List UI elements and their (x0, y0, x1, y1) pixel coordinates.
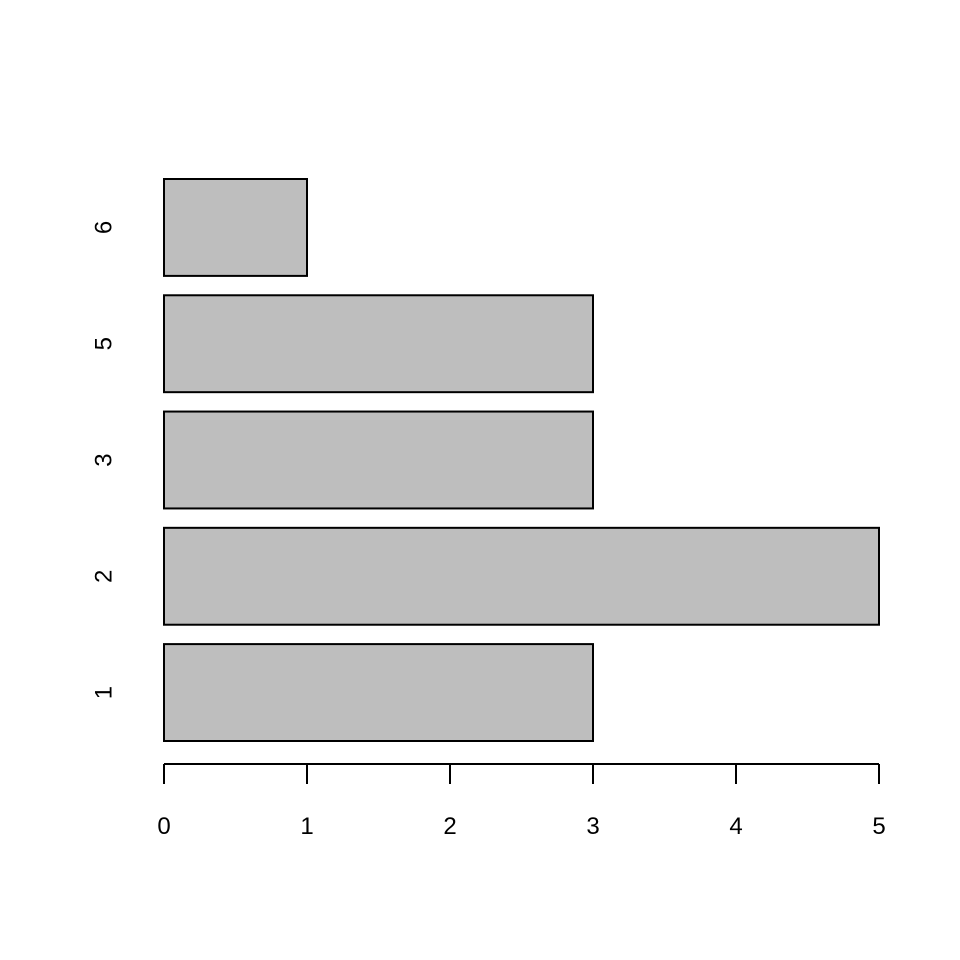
x-tick-label-0: 0 (157, 813, 170, 840)
x-tick-label-1: 1 (300, 813, 313, 840)
y-tick-label-1: 1 (91, 686, 118, 699)
bar-1 (164, 644, 593, 741)
bars-layer (164, 179, 879, 741)
y-axis-labels: 1 2 3 5 6 (91, 221, 118, 699)
y-tick-label-5: 5 (91, 337, 118, 350)
y-tick-label-2: 2 (91, 570, 118, 583)
bar-3 (164, 412, 593, 509)
x-tick-label-5: 5 (872, 813, 885, 840)
x-tick-label-3: 3 (586, 813, 599, 840)
bar-2 (164, 528, 879, 625)
bar-6 (164, 179, 307, 276)
x-tick-label-4: 4 (729, 813, 742, 840)
x-axis: 0 1 2 3 4 5 (157, 764, 885, 840)
x-tick-label-2: 2 (443, 813, 456, 840)
bar-5 (164, 295, 593, 392)
y-tick-label-6: 6 (91, 221, 118, 234)
y-tick-label-3: 3 (91, 453, 118, 466)
